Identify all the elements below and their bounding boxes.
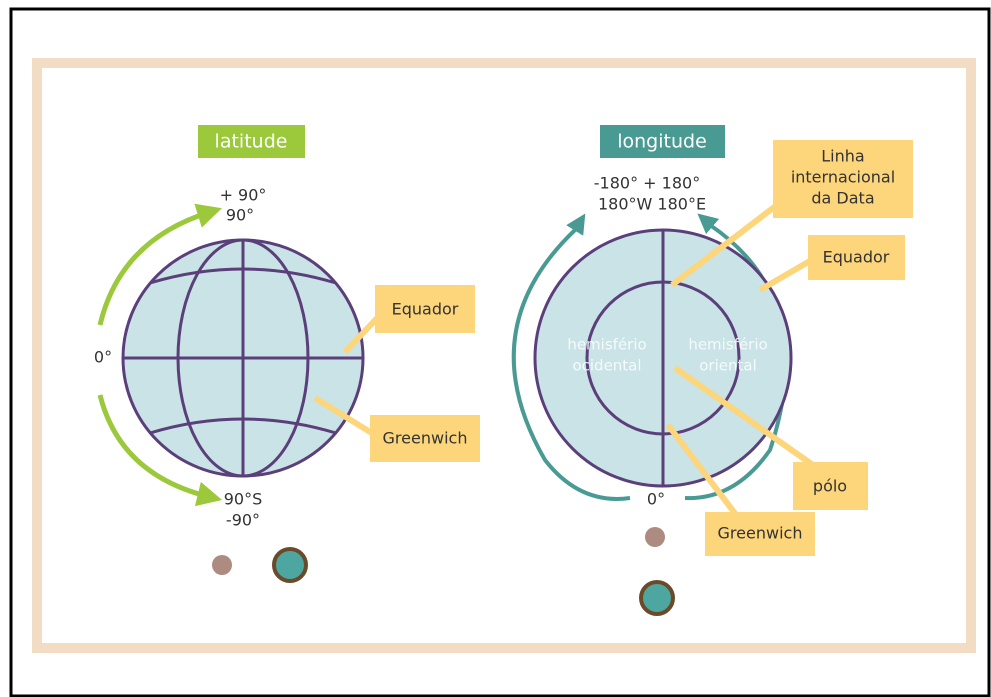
label: 180°W 180°E xyxy=(598,195,706,214)
hemisphere: hemisfério xyxy=(567,336,646,354)
label: 0° xyxy=(647,490,665,509)
title: longitude xyxy=(617,131,707,153)
label: 90° xyxy=(226,206,254,225)
callout: internacional xyxy=(791,168,895,187)
hemisphere: ocidental xyxy=(572,357,641,375)
hemisphere: oriental xyxy=(699,357,757,375)
callout: Greenwich xyxy=(383,429,468,448)
callout: Greenwich xyxy=(718,524,803,543)
label: -180° + 180° xyxy=(594,174,700,193)
callout: Equador xyxy=(823,248,890,267)
callout: Linha xyxy=(821,147,864,166)
icon xyxy=(641,582,673,614)
callout: da Data xyxy=(811,189,874,208)
label: -90° xyxy=(226,511,260,530)
icon xyxy=(274,549,306,581)
icon xyxy=(212,555,232,575)
label: 0° xyxy=(94,348,112,367)
title: latitude xyxy=(215,131,288,153)
callout: pólo xyxy=(813,477,847,496)
callout: Equador xyxy=(392,300,459,319)
hemisphere: hemisfério xyxy=(688,336,767,354)
label: + 90° xyxy=(220,186,267,205)
diagram: latitude + 90° 90° 0° 90°S -90° Equador … xyxy=(0,0,991,697)
icon xyxy=(645,527,665,547)
label: 90°S xyxy=(224,490,263,509)
